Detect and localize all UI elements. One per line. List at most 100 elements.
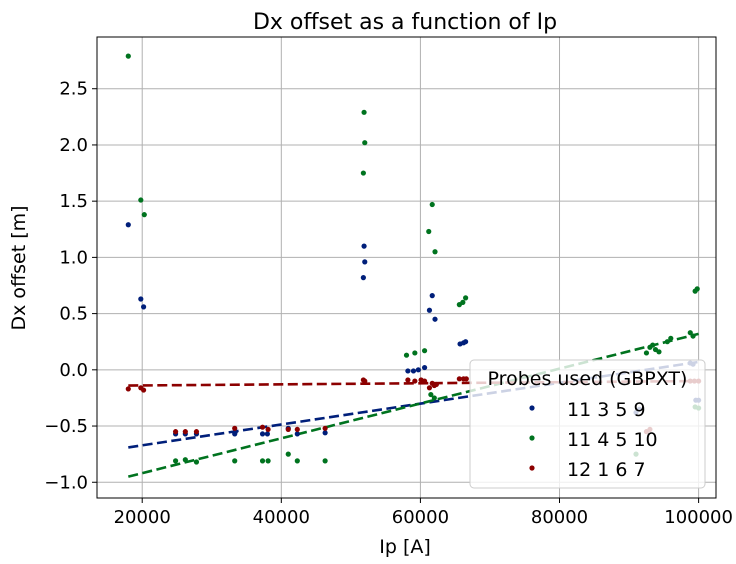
y-tick-label: 2.5 [59,79,88,100]
axis-ticks: 20000 40000 60000 80000 100000 −1.0 −0.5 0.0 0.5… [44,79,733,528]
series-2-point [193,459,200,465]
series-2-point [265,458,271,464]
series-1-point [294,431,300,437]
y-tick-label: 1.5 [59,191,88,212]
series-3-point [232,425,238,431]
series-1-point [140,304,147,310]
y-axis-label: Dx offset [m] [8,205,30,330]
series-1-point [264,431,270,437]
legend-title: Probes used (GBPXT) [488,368,688,390]
series-2-fit-line [127,332,699,478]
series-3-point [259,424,266,430]
series-2-point [429,201,435,208]
series-2-point [412,350,418,356]
series-2-point [428,391,434,398]
series-1-point [432,316,438,322]
legend-label-3: 12 1 6 7 [567,459,646,481]
y-tick-label: 0.5 [59,304,88,325]
series-2-point [172,458,179,464]
series-2-point [125,53,131,59]
plot-frame [96,36,717,499]
series-2-point [463,295,469,301]
x-tick-label: 20000 [114,507,171,528]
series-2-point [360,170,366,176]
legend: Probes used (GBPXT) 11 3 5 9 11 4 5 10 12 … [469,359,706,489]
y-tick-label: 0.0 [59,360,88,381]
series-1-point [426,307,433,313]
series-2-point [690,333,696,339]
series-2-point [643,350,650,356]
series-3-point [294,426,300,433]
series-2-point [232,458,238,464]
x-tick-label: 80000 [531,507,588,528]
series-2-point [668,335,674,341]
y-tick-label: 2.0 [59,135,88,156]
series-2-point [656,349,662,355]
series-2-point [426,228,432,235]
series-3-point [463,376,469,382]
series-2-point [182,457,188,463]
series-1-point [421,364,428,371]
series-2-point [285,451,291,457]
y-tick-label: −1.0 [44,472,88,493]
series-2-point [403,352,410,358]
series-2-point [138,197,144,203]
x-tick-label: 100000 [664,507,733,528]
series-3-point [193,429,200,435]
series-1-point [415,367,421,373]
series-1-point [405,368,411,374]
series-2-point [694,286,700,292]
legend-label-2: 11 4 5 10 [567,429,658,451]
series-2-point [460,299,466,305]
series-3-fit-line [128,379,699,387]
series-3-point [125,386,131,392]
series-2-point [259,458,266,464]
series-1-point [259,431,266,437]
legend-marker-1 [529,405,535,411]
series-2-point [432,249,438,255]
series-3-point [412,378,418,384]
x-tick-label: 40000 [253,507,310,528]
x-axis-label: Ip [A] [379,536,431,558]
series-1-point [322,430,328,436]
legend-marker-3 [529,465,535,471]
series-1-point [125,222,131,228]
series-1-point [138,296,144,302]
series-1-point [429,293,435,299]
series-1-point [361,243,367,249]
series-3-point [433,381,440,388]
chart-title: Dx offset as a function of Ip [253,10,557,35]
series-2-point [322,458,328,464]
series-3-point [140,387,147,393]
series-3-point [285,426,291,433]
legend-box [469,359,706,489]
x-tick-label: 60000 [392,507,449,528]
series-1-point [360,275,366,281]
series-3-point [421,378,428,384]
series-3-point [456,376,462,382]
series-3-point [172,429,179,435]
series-3-point [265,426,271,433]
series-3-point [182,429,188,435]
series-2-point [294,458,300,464]
series-3-point [362,378,368,384]
series-1-point [362,259,368,265]
y-tick-label: 1.0 [59,247,88,268]
series-2-point [362,140,368,146]
series-1-point [410,368,417,374]
series-2-point [650,342,656,348]
series-3-point [405,377,411,383]
series-3-point [322,425,328,431]
series-2-point [421,348,428,354]
series-2-point [141,212,147,218]
grid [97,37,716,498]
legend-marker-2 [529,435,535,441]
series-2-point [664,339,670,345]
series-2-point [361,109,367,115]
y-tick-label: −0.5 [44,416,88,437]
series-2-point [431,395,437,401]
series-3-point [426,385,433,391]
series-1-point [463,339,469,345]
